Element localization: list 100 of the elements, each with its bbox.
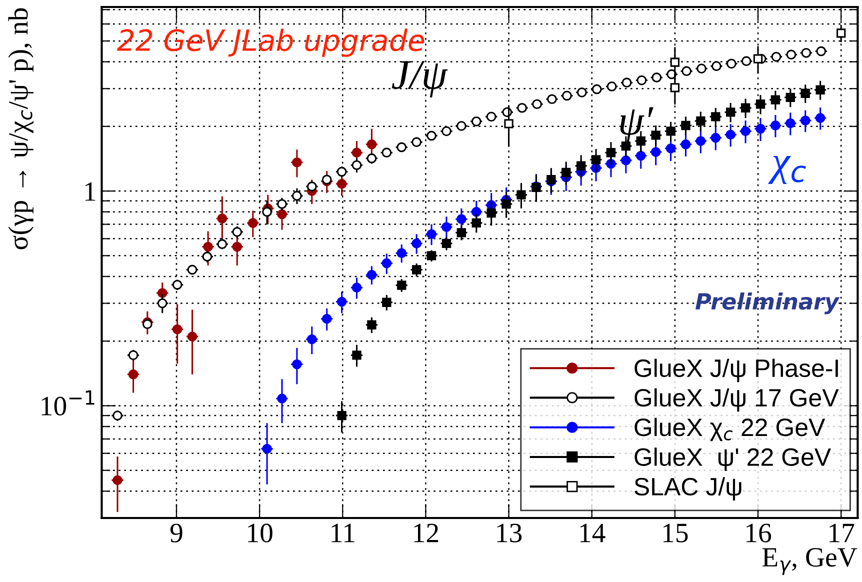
point [696,136,706,146]
annotation: χ$_{c}$ [768,156,806,184]
point [232,242,242,252]
point [412,137,422,148]
point [472,218,481,228]
point [187,264,198,275]
point [836,28,846,38]
point [532,99,542,110]
point [306,334,317,344]
point [504,119,514,128]
point [396,248,407,258]
point [666,143,676,154]
point [366,153,377,164]
point [442,126,452,136]
point [606,148,616,158]
point [337,410,346,420]
point [502,199,511,209]
x-axis-title: E$_{γ}$, GeV [762,548,858,576]
annotation: 22 GeV JLab upgrade [116,28,424,57]
point [248,218,258,228]
point [636,75,647,86]
x-tick-label: 11 [332,524,354,542]
x-tick-label: 15 [663,524,688,542]
point [681,120,690,130]
point [397,280,406,290]
point [786,92,795,102]
point [366,270,377,280]
annotation: ψ′ [620,107,654,144]
x-tick-label: 14 [580,524,606,542]
point [336,296,347,307]
point [277,209,287,220]
annotation: J/ψ [392,61,448,98]
point [292,190,302,201]
point [670,83,680,92]
point [412,238,422,248]
point [262,206,272,217]
point [562,168,571,178]
point [352,282,362,293]
y-axis-title: σ(γp → ψ/χ$_{c}$/ψ' p), nb [8,8,34,250]
point [426,251,436,260]
point [336,178,347,189]
point [396,142,407,152]
point [456,214,466,224]
point [756,100,766,109]
point [426,229,436,240]
point [591,155,601,164]
point [442,222,452,232]
point [336,166,347,177]
x-tick-label: 17 [830,524,854,542]
point [771,52,782,62]
point [666,126,676,136]
point [203,242,213,252]
point [710,132,721,143]
x-tick-label: 13 [497,524,522,542]
point [367,320,376,330]
point [456,121,466,131]
point [157,298,168,308]
point [620,155,631,166]
point [172,280,182,290]
point [801,48,812,58]
x-tick-label: 12 [414,524,438,542]
point [562,90,572,101]
point [516,190,526,200]
point [696,116,706,126]
point [486,208,496,218]
point [770,120,780,130]
point [277,394,287,404]
point [547,94,557,104]
point [112,475,122,486]
x-tick-label: 16 [746,524,772,542]
point [606,82,617,92]
point [172,324,182,334]
point [366,139,377,150]
point [622,78,632,88]
point [592,84,602,94]
point [576,87,587,98]
point [187,332,198,342]
point [322,314,332,324]
point [786,50,796,60]
point [726,58,736,69]
point [816,46,826,56]
legend-label: GlueX J/ψ 17 GeV [634,388,839,412]
point [770,95,780,104]
point [711,112,720,122]
point [352,148,362,158]
point [621,141,630,151]
point [292,157,302,168]
point [726,108,736,117]
annotation: Preliminary [695,292,840,314]
point [670,58,680,67]
point [652,72,662,82]
point [277,199,287,209]
legend-label: GlueX J/ψ Phase-I [634,358,838,382]
point [426,130,436,141]
point [785,118,796,128]
point [740,103,750,112]
point [456,228,466,238]
point [382,298,392,307]
point [712,61,722,72]
legend-label: SLAC J/ψ [634,477,742,500]
